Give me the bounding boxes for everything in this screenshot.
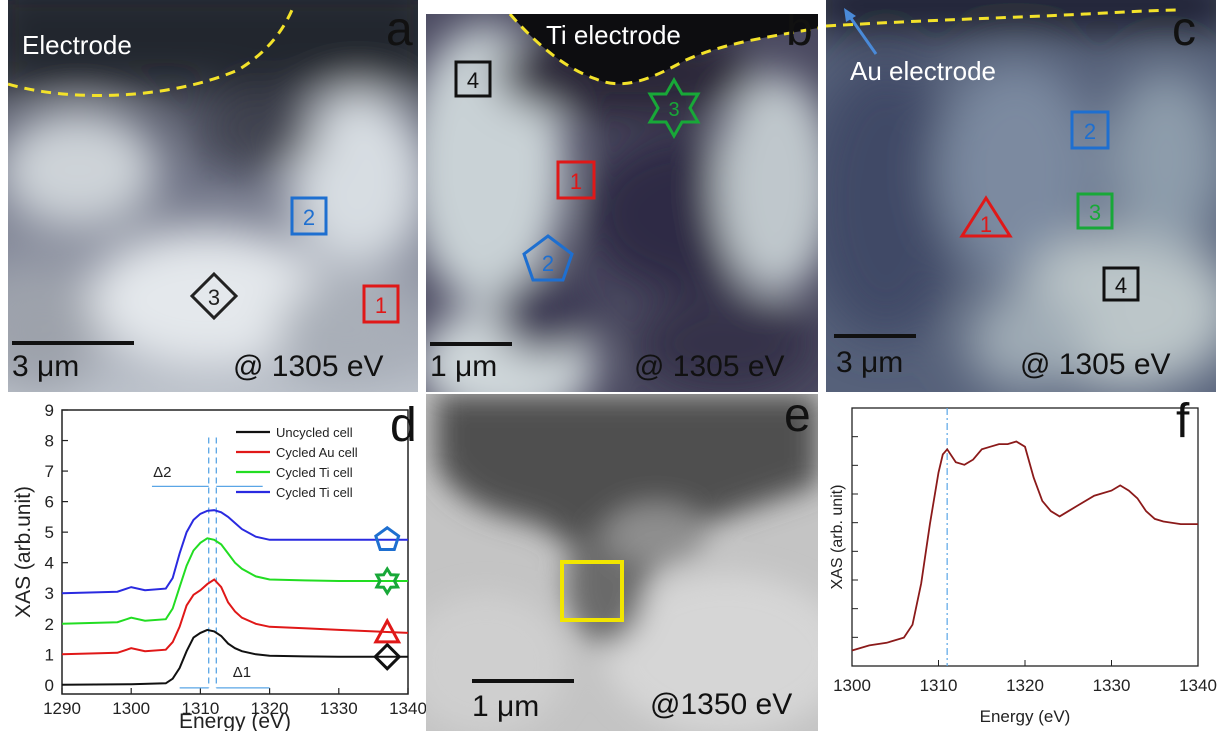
marker-label: 3 (668, 99, 679, 121)
x-tick-label: 1330 (1093, 676, 1131, 695)
xas-chart-d: 0 1 2 3 4 5 6 7 8 9 1290 1300 1310 1320 1330 1340 Energy… (12, 401, 426, 731)
x-tick-label: 1300 (833, 676, 871, 695)
x-axis-label: Energy (eV) (980, 707, 1071, 726)
roi-box (560, 560, 624, 622)
marker-label: 2 (303, 205, 315, 230)
marker-c-2: 2 (1070, 110, 1110, 150)
marker-label: 2 (542, 251, 554, 276)
x-axis-label: Energy (eV) (179, 710, 291, 731)
energy-label: @ 1305 eV (233, 350, 384, 383)
x-tick-label: 1320 (251, 699, 289, 718)
panel-letter-f: f (1176, 398, 1190, 448)
series-line (61, 628, 408, 686)
xpeem-image-b: 4 3 1 2 (426, 14, 818, 392)
x-tick-label: 1310 (920, 676, 958, 695)
marker-b-4: 4 (454, 60, 492, 98)
xas-chart-f: 1300 1310 1320 1330 1340 Energy (eV) XAS (arb.… (829, 407, 1217, 726)
xpeem-image-c: 2 1 3 4 (826, 0, 1216, 392)
y-tick-label: 7 (45, 462, 54, 481)
xpeem-image-a: 3 2 1 (8, 0, 418, 392)
electrode-label: Au electrode (850, 56, 996, 86)
series-line (61, 578, 409, 656)
marker-a-3: 3 (189, 271, 239, 321)
panel-letter-b: b (786, 14, 813, 56)
y-tick-label: 8 (45, 432, 54, 451)
panel-letter-e: e (784, 394, 811, 442)
y-tick-label: 9 (45, 401, 54, 420)
energy-label: @ 1305 eV (634, 350, 785, 383)
scale-bar-label: 1 μm (472, 690, 540, 723)
y-tick-label: 1 (45, 645, 54, 664)
legend-label: Cycled Ti cell (276, 485, 353, 500)
delta1-label: Δ1 (233, 664, 251, 681)
x-tick-label: 1320 (1006, 676, 1044, 695)
legend-label: Cycled Au cell (276, 445, 358, 460)
y-tick-label: 6 (45, 493, 54, 512)
legend-label: Cycled Ti cell (276, 465, 353, 480)
arrow-line (846, 13, 878, 55)
energy-label: @1350 eV (650, 688, 793, 721)
series-marker-diamond-icon (373, 642, 402, 671)
marker-b-2: 2 (522, 234, 574, 282)
marker-label: 3 (208, 285, 220, 310)
panel-b: 4 3 1 2 Ti electrode 1 μm @ 1305 eV b (426, 14, 818, 392)
x-tick-label: 1310 (181, 699, 219, 718)
panel-letter-d: d (390, 399, 417, 452)
panel-c: 2 1 3 4 Au electrode 3 μm @ 1305 eV c (826, 0, 1216, 392)
marker-label: 4 (467, 68, 479, 93)
y-tick-label: 4 (45, 554, 54, 573)
panel-letter-a: a (386, 3, 413, 56)
marker-c-4: 4 (1102, 266, 1140, 302)
y-axis-label: XAS (arb.unit) (12, 486, 35, 618)
x-tick-label: 1340 (389, 699, 426, 718)
electrode-boundary-line (826, 8, 1183, 28)
panel-letter-c: c (1172, 3, 1196, 56)
x-tick-label: 1290 (43, 699, 81, 718)
y-axis-label: XAS (arb. unit) (829, 485, 846, 590)
marker-b-1: 1 (556, 160, 596, 200)
y-tick-label: 3 (45, 584, 54, 603)
panel-d: 0 1 2 3 4 5 6 7 8 9 1290 1300 1310 1320 1330 1340 Energy… (0, 398, 426, 731)
x-tick-label: 1340 (1179, 676, 1217, 695)
x-tick-label: 1330 (320, 699, 358, 718)
scale-bar-label: 3 μm (12, 350, 80, 383)
electrode-label: Ti electrode (546, 20, 681, 50)
series-marker-star-icon (374, 566, 401, 596)
marker-label: 2 (1084, 119, 1096, 144)
series-marker-pentagon-icon (374, 525, 401, 551)
series-marker-triangle-icon (373, 617, 402, 644)
panel-e: 1 μm @1350 eV e (426, 394, 818, 731)
xpeem-image-e (426, 394, 818, 731)
y-tick-label: 0 (45, 676, 54, 695)
electrode-label: Electrode (22, 30, 132, 60)
scale-bar-label: 1 μm (430, 350, 498, 383)
marker-label: 1 (375, 293, 387, 318)
series-line (851, 440, 1198, 652)
marker-b-3: 3 (647, 76, 701, 140)
marker-label: 1 (570, 169, 582, 194)
electrode-boundary-line (508, 14, 818, 86)
series-line (61, 537, 408, 625)
marker-label: 3 (1089, 200, 1101, 225)
marker-label: 4 (1115, 273, 1127, 298)
marker-c-1: 1 (959, 195, 1013, 238)
scale-bar-label: 3 μm (836, 346, 904, 379)
series-line (61, 509, 408, 595)
marker-a-1: 1 (362, 284, 400, 324)
plot-frame (61, 409, 409, 695)
marker-a-2: 2 (290, 196, 328, 236)
y-tick-label: 5 (45, 523, 54, 542)
electrode-boundary-line (8, 9, 294, 97)
marker-label: 1 (980, 212, 992, 237)
delta2-label: Δ2 (153, 464, 171, 481)
energy-label: @ 1305 eV (1020, 348, 1171, 381)
x-tick-label: 1300 (112, 699, 150, 718)
y-tick-label: 2 (45, 615, 54, 634)
panel-a: 3 2 1 Electrode 3 μm @ 1305 eV a (8, 0, 418, 392)
panel-f: 1300 1310 1320 1330 1340 Energy (eV) XAS (arb.… (818, 398, 1220, 731)
arrow-head-icon (844, 8, 856, 22)
marker-c-3: 3 (1076, 192, 1114, 230)
legend-label: Uncycled cell (276, 425, 353, 440)
